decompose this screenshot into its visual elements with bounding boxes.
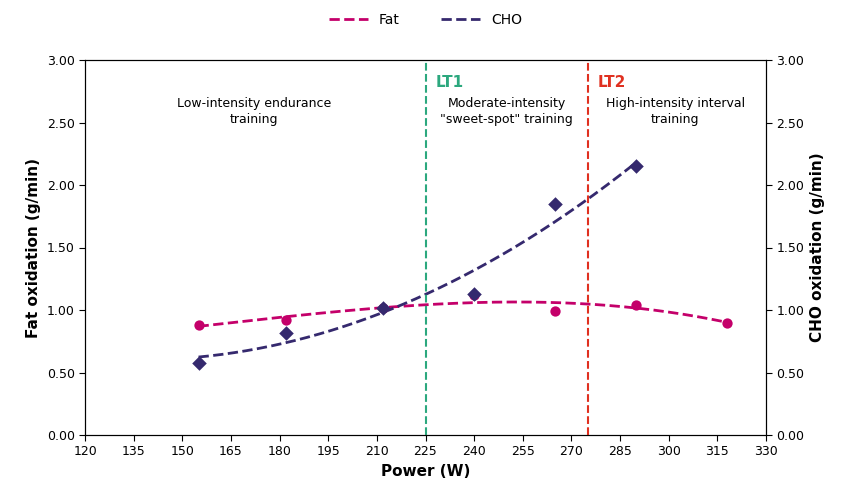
Text: Low-intensity endurance
training: Low-intensity endurance training bbox=[176, 98, 331, 126]
Point bbox=[467, 291, 481, 299]
Point bbox=[376, 304, 390, 312]
Point bbox=[279, 328, 293, 336]
Point bbox=[376, 304, 390, 312]
Point bbox=[720, 318, 734, 326]
Point bbox=[191, 321, 205, 329]
Text: Moderate-intensity
"sweet-spot" training: Moderate-intensity "sweet-spot" training bbox=[440, 98, 573, 126]
Legend: Fat, CHO: Fat, CHO bbox=[323, 7, 528, 32]
Point bbox=[279, 316, 293, 324]
Point bbox=[548, 200, 562, 208]
Text: High-intensity interval
training: High-intensity interval training bbox=[606, 98, 745, 126]
X-axis label: Power (W): Power (W) bbox=[380, 464, 471, 479]
Point bbox=[467, 290, 481, 298]
Point bbox=[630, 162, 643, 170]
Point bbox=[191, 358, 205, 366]
Y-axis label: Fat oxidation (g/min): Fat oxidation (g/min) bbox=[26, 158, 41, 338]
Text: LT1: LT1 bbox=[435, 75, 463, 90]
Point bbox=[630, 301, 643, 309]
Text: LT2: LT2 bbox=[597, 75, 625, 90]
Y-axis label: CHO oxidation (g/min): CHO oxidation (g/min) bbox=[810, 152, 825, 342]
Point bbox=[548, 307, 562, 316]
